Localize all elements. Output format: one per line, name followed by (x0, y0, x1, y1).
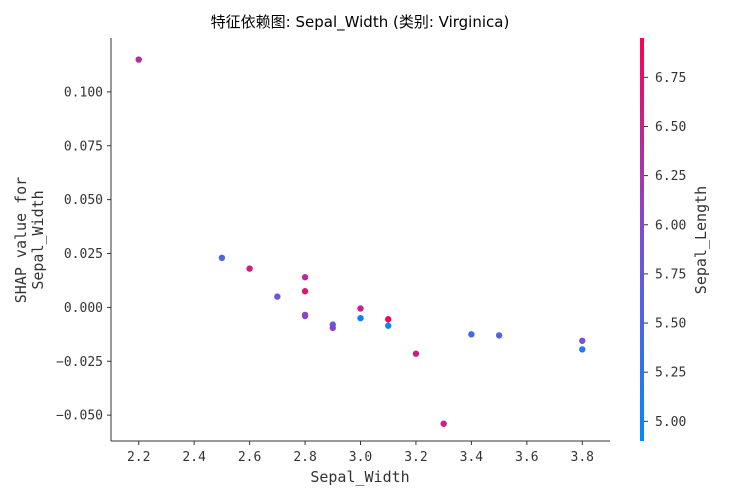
scatter-point (218, 254, 226, 262)
scatter-point (246, 265, 253, 272)
colorbar-tick-label: 6.00 (655, 218, 686, 233)
x-axis-label: Sepal_Width (310, 468, 409, 486)
scatter-point (412, 350, 420, 357)
colorbar-tick-label: 5.50 (655, 317, 686, 332)
y-tick-label: 0.000 (64, 301, 103, 316)
scatter-point (301, 274, 309, 281)
scatter-point (357, 314, 364, 322)
colorbar (640, 38, 644, 441)
scatter-point (357, 305, 364, 312)
y-tick-label: 0.100 (64, 85, 103, 100)
colorbar-tick-label: 5.25 (655, 366, 686, 381)
x-tick-label: 3.0 (349, 450, 372, 465)
scatter-point (468, 331, 475, 338)
scatter-point (274, 293, 281, 300)
scatter-point (135, 56, 142, 63)
x-ticks: 2.2 2.4 2.6 2.8 3.0 3.2 3.4 3.6 3.8 (127, 441, 594, 465)
colorbar-tick-label: 5.00 (655, 415, 686, 430)
scatter-point (385, 316, 392, 323)
y-ticks: 0.100 0.075 0.050 0.025 0.000 −0.025 −0.050 (56, 85, 111, 424)
x-tick-label: 2.8 (293, 450, 316, 465)
x-tick-label: 2.6 (238, 450, 261, 465)
y-axis-label-line-2: Sepal_Width (29, 190, 47, 289)
colorbar-tick-label: 6.25 (655, 169, 686, 184)
y-tick-label: −0.025 (56, 355, 103, 370)
y-axis-label-line-1: SHAP value for (12, 177, 30, 303)
y-tick-label: 0.075 (64, 139, 103, 154)
y-tick-label: −0.050 (56, 409, 103, 424)
x-tick-label: 3.6 (515, 450, 538, 465)
scatter-point (385, 322, 392, 329)
scatter-point (440, 420, 447, 427)
colorbar-tick-label: 5.75 (655, 267, 686, 282)
x-tick-label: 3.4 (460, 450, 484, 465)
scatter-point (301, 288, 309, 295)
y-axis-label: SHAP value for Sepal_Width (12, 177, 47, 303)
chart-title: 特征依赖图: Sepal_Width (类别: Virginica) (211, 13, 510, 32)
colorbar-label: Sepal_Length (692, 186, 710, 294)
y-tick-label: 0.025 (64, 247, 103, 262)
colorbar-tick-label: 6.75 (655, 71, 686, 86)
x-tick-label: 3.8 (571, 450, 594, 465)
x-tick-label: 2.2 (127, 450, 150, 465)
scatter-point (329, 324, 336, 332)
scatter-point (579, 346, 586, 353)
scatter-point (579, 337, 586, 344)
scatter-points (135, 56, 586, 427)
y-tick-label: 0.050 (64, 193, 103, 208)
scatter-point (495, 332, 503, 339)
x-tick-label: 3.2 (404, 450, 427, 465)
scatter-point (301, 312, 309, 320)
colorbar-tick-label: 6.50 (655, 120, 686, 135)
x-tick-label: 2.4 (182, 450, 206, 465)
colorbar-ticks: 5.00 5.25 5.50 5.75 6.00 6.25 6.50 6.75 (644, 71, 686, 430)
